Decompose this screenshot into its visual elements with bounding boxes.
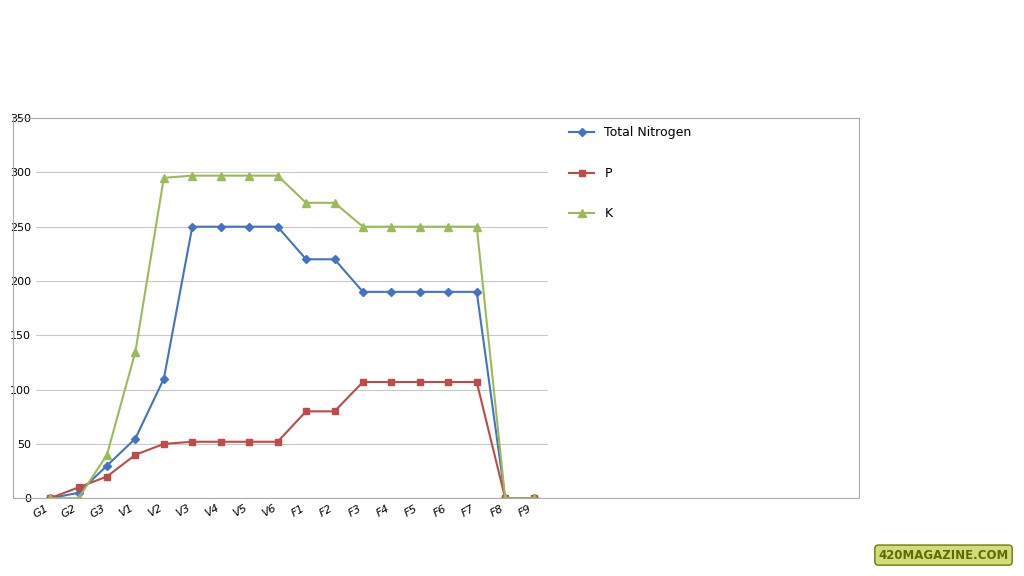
K [329, 199, 341, 206]
P [356, 378, 369, 385]
P [215, 438, 227, 445]
Total Nitrogen [385, 289, 397, 295]
Line: K: K [46, 172, 538, 502]
P [527, 495, 540, 502]
K [385, 223, 397, 230]
K [73, 495, 85, 502]
K [100, 452, 113, 458]
K [300, 199, 312, 206]
P [129, 452, 141, 458]
K [129, 348, 141, 355]
Line: Total Nitrogen: Total Nitrogen [47, 224, 537, 501]
P [471, 378, 483, 385]
P [300, 408, 312, 415]
P [100, 473, 113, 480]
K [271, 172, 284, 179]
Total Nitrogen [329, 256, 341, 263]
Text: 420MAGAZINE.COM: 420MAGAZINE.COM [879, 548, 1009, 562]
Total Nitrogen [129, 435, 141, 442]
Total Nitrogen [243, 223, 255, 230]
Total Nitrogen [414, 289, 426, 295]
K [527, 495, 540, 502]
K [356, 223, 369, 230]
P [499, 495, 511, 502]
P [442, 378, 455, 385]
P [243, 438, 255, 445]
Total Nitrogen [186, 223, 199, 230]
K [442, 223, 455, 230]
Total Nitrogen [215, 223, 227, 230]
Total Nitrogen [499, 495, 511, 502]
P [329, 408, 341, 415]
K [44, 495, 56, 502]
P [271, 438, 284, 445]
P [385, 378, 397, 385]
K [243, 172, 255, 179]
Total Nitrogen [44, 495, 56, 502]
K [186, 172, 199, 179]
Total Nitrogen [73, 490, 85, 497]
K [215, 172, 227, 179]
Legend: Total Nitrogen, P, K: Total Nitrogen, P, K [564, 122, 696, 225]
K [158, 175, 170, 181]
P [414, 378, 426, 385]
P [44, 495, 56, 502]
P [158, 441, 170, 448]
Total Nitrogen [527, 495, 540, 502]
Total Nitrogen [356, 289, 369, 295]
Total Nitrogen [100, 462, 113, 469]
Total Nitrogen [158, 376, 170, 382]
K [414, 223, 426, 230]
Total Nitrogen [442, 289, 455, 295]
K [499, 495, 511, 502]
Line: P: P [47, 379, 537, 501]
Total Nitrogen [471, 289, 483, 295]
P [73, 484, 85, 491]
Total Nitrogen [271, 223, 284, 230]
K [471, 223, 483, 230]
P [186, 438, 199, 445]
Total Nitrogen [300, 256, 312, 263]
